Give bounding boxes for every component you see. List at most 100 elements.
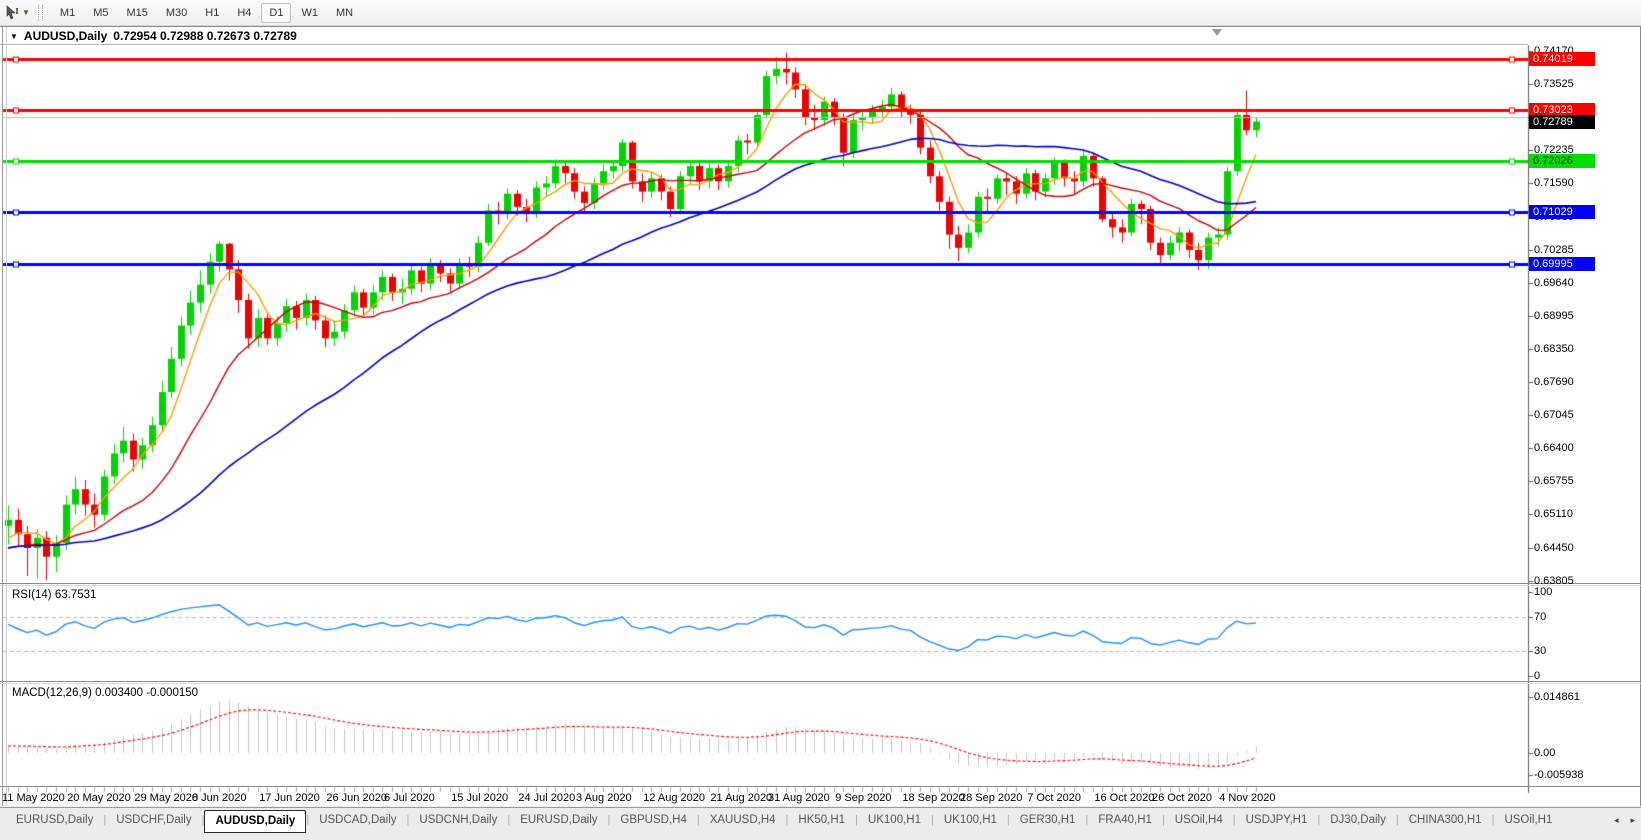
chart-tab-usdchf-daily[interactable]: USDCHF,Daily [116,814,192,826]
tab-separator: | [1085,814,1089,826]
rsi-tick-label: 30 [1534,644,1547,657]
tab-separator: | [507,814,511,826]
price-tick-label: 0.63805 [1534,575,1574,587]
tab-scroll-right-icon[interactable]: ▸ [1630,815,1635,825]
date-tick-label: 17 Jun 2020 [259,792,320,804]
tab-separator: | [696,814,700,826]
tab-separator: | [406,814,410,826]
chart-tab-eurusd-daily[interactable]: EURUSD,Daily [520,814,598,826]
date-tick-label: 26 Jun 2020 [326,792,387,804]
macd-tick-label: 0.00 [1534,747,1556,759]
chart-tab-fra40-h1[interactable]: FRA40,H1 [1098,814,1152,826]
chart-tab-usdjpy-h1[interactable]: USDJPY,H1 [1245,814,1308,826]
tab-scroll-left-icon[interactable]: ◂ [1613,815,1619,825]
price-line-label: 0.72789 [1529,114,1595,129]
price-tick-label: 0.71590 [1534,176,1574,189]
date-tick-label: 20 May 2020 [67,792,131,804]
frame-top [0,26,1641,27]
chart-tab-eurusd-daily[interactable]: EURUSD,Daily [16,814,94,826]
macd-separator[interactable] [0,681,1641,682]
rsi-tick-label: 70 [1534,611,1547,624]
price-tick-label: 0.68995 [1534,309,1574,322]
tab-separator: | [1232,814,1236,826]
frame-left-outer [2,27,3,806]
tab-separator: | [1317,814,1321,826]
price-line-label: 0.71029 [1529,204,1595,219]
chart-tab-uk100-h1[interactable]: UK100,H1 [943,814,997,826]
rsi-label: RSI(14) 63.7531 [12,589,97,601]
price-line-label: 0.69995 [1529,257,1595,272]
date-tick-label: 6 Jul 2020 [384,792,435,804]
chart-tab-usoil-h1[interactable]: USOil,H1 [1504,814,1553,826]
price-tick-label: 0.65755 [1534,475,1574,488]
date-tick-label: 26 Oct 2020 [1152,792,1212,804]
rsi-tick-label: 100 [1534,586,1553,598]
chart-tab-xauusd-h4[interactable]: XAUUSD,H4 [709,814,776,826]
rsi-separator-2 [0,585,1641,586]
price-tick-label: 0.70285 [1534,243,1574,256]
tab-separator: | [1161,814,1165,826]
chart-shift-marker[interactable] [1212,29,1222,36]
chart-tab-usoil-h4[interactable]: USOil,H4 [1174,814,1223,826]
tab-separator: | [855,814,858,826]
date-tick-label: 15 Jul 2020 [451,792,509,804]
chart-tab-bar: EURUSD,Daily | USDCHF,Daily | AUDUSD,Daily | U… [0,807,1641,840]
price-tick-label: 0.68350 [1534,342,1574,355]
date-axis-top [0,786,1641,787]
price-tick-label: 0.69640 [1534,276,1574,289]
macd-separator-2 [0,683,1641,684]
macd-label: MACD(12,26,9) 0.003400 -0.000150 [12,687,199,699]
chart-canvas[interactable] [0,0,1641,808]
price-tick-label: 0.67045 [1534,409,1574,422]
chart-tab-usdcnh-daily[interactable]: USDCNH,Daily [419,814,498,826]
title-separator [0,44,1528,45]
chart-menu-caret-icon[interactable]: ▼ [10,31,18,41]
tab-separator: | [1395,814,1399,826]
macd-tick-label: 0.014861 [1534,691,1580,703]
price-tick-label: 0.73525 [1534,77,1574,90]
date-tick-label: 18 Sep 2020 [902,792,965,804]
price-tick-label: 0.67690 [1534,376,1574,389]
rsi-tick-label: 0 [1534,670,1541,682]
tab-separator: | [1006,814,1010,826]
rsi-separator[interactable] [0,583,1641,584]
chart-tab-audusd-daily[interactable]: AUDUSD,Daily [204,810,307,833]
date-tick-label: 29 May 2020 [134,792,198,804]
chart-ohlc-quotes: 0.72954 0.72988 0.72673 0.72789 [113,29,297,43]
tab-separator: | [607,814,611,826]
price-tick-label: 0.66400 [1534,442,1574,455]
chart-tab-usdcad-daily[interactable]: USDCAD,Daily [319,814,397,826]
price-line-label: 0.72026 [1529,153,1595,168]
date-tick-label: 11 May 2020 [2,792,65,804]
date-tick-label: 8 Jun 2020 [192,792,247,804]
chart-tab-china300-h1[interactable]: CHINA300,H1 [1408,814,1482,826]
chart-tab-gbpusd-h4[interactable]: GBPUSD,H4 [620,814,687,826]
date-tick-label: 9 Sep 2020 [835,792,892,804]
chart-tab-dj30-daily[interactable]: DJ30,Daily [1330,814,1386,826]
price-tick-label: 0.72235 [1534,143,1574,156]
tab-separator: | [103,814,107,826]
tab-separator: | [201,814,205,826]
date-tick-label: 24 Jul 2020 [518,792,576,804]
date-tick-label: 4 Nov 2020 [1219,792,1276,804]
date-tick-label: 12 Aug 2020 [643,792,705,804]
price-tick-label: 0.65110 [1534,508,1573,521]
chart-tab-uk100-h1[interactable]: UK100,H1 [867,814,921,826]
price-line-label: 0.73023 [1529,102,1595,117]
macd-tick-label: -0.005938 [1534,769,1584,782]
date-tick-label: 16 Oct 2020 [1094,792,1155,804]
date-tick-label: 31 Aug 2020 [768,792,830,804]
date-tick-label: 7 Oct 2020 [1027,792,1082,804]
price-line-label: 0.74019 [1529,51,1595,66]
chart-tab-ger30-h1[interactable]: GER30,H1 [1019,814,1076,826]
date-tick-label: 3 Aug 2020 [576,792,632,804]
date-tick-label: 21 Aug 2020 [710,792,773,804]
tab-separator: | [931,814,934,826]
frame-left-inner [6,27,7,806]
chart-title-row: ▼ AUDUSD,Daily 0.72954 0.72988 0.72673 0… [10,29,297,43]
chart-tabs: EURUSD,Daily | USDCHF,Daily | AUDUSD,Daily | U… [6,810,1562,833]
chart-tab-hk50-h1[interactable]: HK50,H1 [798,814,846,826]
tab-separator: | [306,814,310,826]
tab-separator: | [785,814,789,826]
